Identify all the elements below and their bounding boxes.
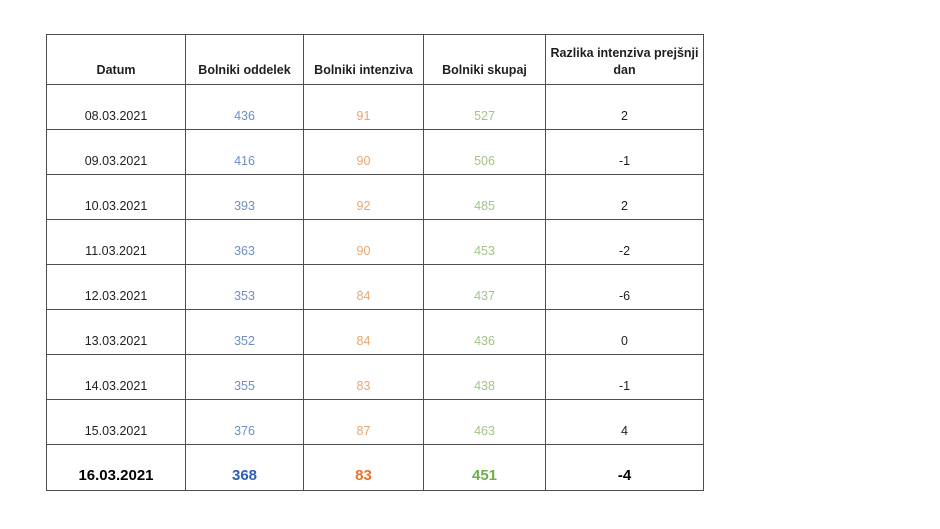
cell-skupaj: 438 <box>423 354 546 400</box>
cell-razlika: -1 <box>545 129 704 175</box>
header-cell-intenziva: Bolniki intenziva <box>303 34 424 85</box>
cell-oddelek: 376 <box>185 399 304 445</box>
table-row: 14.03.2021 355 83 438 -1 <box>46 354 704 400</box>
cell-intenziva: 92 <box>303 174 424 220</box>
cell-datum: 15.03.2021 <box>46 399 186 445</box>
table-row: 12.03.2021 353 84 437 -6 <box>46 264 704 310</box>
cell-skupaj: 485 <box>423 174 546 220</box>
cell-skupaj: 436 <box>423 309 546 355</box>
cell-intenziva: 91 <box>303 84 424 130</box>
cell-datum: 10.03.2021 <box>46 174 186 220</box>
cell-oddelek: 416 <box>185 129 304 175</box>
cell-oddelek: 393 <box>185 174 304 220</box>
cell-oddelek: 355 <box>185 354 304 400</box>
cell-oddelek: 363 <box>185 219 304 265</box>
cell-razlika: 0 <box>545 309 704 355</box>
table-row: 13.03.2021 352 84 436 0 <box>46 309 704 355</box>
cell-skupaj: 453 <box>423 219 546 265</box>
cell-razlika: -2 <box>545 219 704 265</box>
header-cell-razlika: Razlika intenziva prejšnji dan <box>545 34 704 85</box>
cell-skupaj: 463 <box>423 399 546 445</box>
table-row: 11.03.2021 363 90 453 -2 <box>46 219 704 265</box>
cell-intenziva: 84 <box>303 264 424 310</box>
table-row: 15.03.2021 376 87 463 4 <box>46 399 704 445</box>
header-cell-datum: Datum <box>46 34 186 85</box>
cell-intenziva: 83 <box>303 444 424 491</box>
cell-datum: 13.03.2021 <box>46 309 186 355</box>
table-header-row: Datum Bolniki oddelek Bolniki intenziva … <box>46 34 704 85</box>
cell-datum: 11.03.2021 <box>46 219 186 265</box>
cell-oddelek: 352 <box>185 309 304 355</box>
cell-skupaj: 451 <box>423 444 546 491</box>
cell-datum: 08.03.2021 <box>46 84 186 130</box>
header-cell-skupaj: Bolniki skupaj <box>423 34 546 85</box>
cell-razlika: -4 <box>545 444 704 491</box>
cell-skupaj: 506 <box>423 129 546 175</box>
cell-intenziva: 90 <box>303 129 424 175</box>
cell-razlika: 2 <box>545 84 704 130</box>
hospital-stats-table: Datum Bolniki oddelek Bolniki intenziva … <box>46 34 704 491</box>
cell-datum: 12.03.2021 <box>46 264 186 310</box>
cell-oddelek: 436 <box>185 84 304 130</box>
table-body: 08.03.2021 436 91 527 2 09.03.2021 416 90 506 -1 1… <box>46 84 704 491</box>
cell-razlika: -6 <box>545 264 704 310</box>
table-row-total: 16.03.2021 368 83 451 -4 <box>46 444 704 491</box>
cell-datum: 16.03.2021 <box>46 444 186 491</box>
cell-datum: 14.03.2021 <box>46 354 186 400</box>
cell-oddelek: 368 <box>185 444 304 491</box>
cell-razlika: -1 <box>545 354 704 400</box>
cell-datum: 09.03.2021 <box>46 129 186 175</box>
cell-razlika: 4 <box>545 399 704 445</box>
cell-intenziva: 83 <box>303 354 424 400</box>
table-row: 10.03.2021 393 92 485 2 <box>46 174 704 220</box>
cell-intenziva: 87 <box>303 399 424 445</box>
table-row: 09.03.2021 416 90 506 -1 <box>46 129 704 175</box>
table-row: 08.03.2021 436 91 527 2 <box>46 84 704 130</box>
header-cell-oddelek: Bolniki oddelek <box>185 34 304 85</box>
cell-intenziva: 90 <box>303 219 424 265</box>
cell-skupaj: 437 <box>423 264 546 310</box>
cell-oddelek: 353 <box>185 264 304 310</box>
cell-intenziva: 84 <box>303 309 424 355</box>
cell-razlika: 2 <box>545 174 704 220</box>
cell-skupaj: 527 <box>423 84 546 130</box>
